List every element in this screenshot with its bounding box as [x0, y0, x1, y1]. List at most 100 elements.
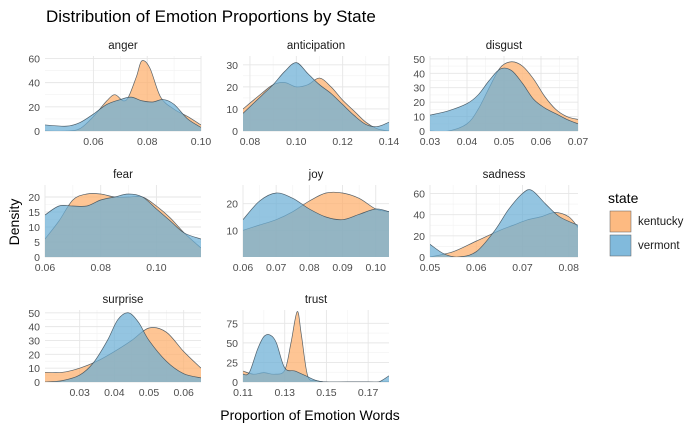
facet-disgust: disgust 0.03 0.04 0.05 0.06 0.07 0 10 20 30 40 50 [413, 40, 588, 148]
x-axis-title: Proportion of Emotion Words [220, 407, 400, 423]
y-tick-label: 10 [28, 363, 40, 375]
y-tick-label: 30 [28, 335, 40, 347]
density-area-vermont [45, 97, 201, 131]
x-tick-label: 0.06 [233, 262, 254, 274]
y-tick-label: 20 [28, 102, 40, 114]
y-tick-label: 0 [34, 252, 40, 264]
facet-label-fear: fear [113, 169, 133, 181]
y-tick-label: 50 [226, 338, 238, 350]
y-tick-label: 40 [28, 322, 40, 334]
x-tick-label: 0.05 [494, 136, 515, 148]
density-line-vermont [243, 62, 389, 128]
x-tick-label: 0.10 [366, 262, 387, 274]
density-areas [45, 193, 201, 257]
x-tick-label: 0.06 [35, 262, 56, 274]
y-tick-label: 0 [232, 126, 238, 138]
facet-label-sadness: sadness [483, 169, 526, 181]
density-line-vermont [45, 96, 201, 128]
facet-label-anticipation: anticipation [287, 40, 345, 52]
y-axis-title: Density [6, 199, 22, 246]
y-tick-label: 50 [28, 308, 40, 320]
y-tick-label: 20 [226, 82, 238, 94]
x-tick-label: 0.04 [457, 136, 478, 148]
x-tick-label: 0.17 [358, 387, 379, 399]
y-tick-label: 0 [34, 377, 40, 389]
density-areas [243, 191, 389, 257]
density-areas [430, 189, 578, 257]
x-tick-label: 0.06 [173, 387, 194, 399]
facet-label-anger: anger [108, 40, 138, 52]
x-tick-label: 0.03 [420, 136, 441, 148]
x-tick-label: 0.11 [233, 387, 253, 399]
density-area-vermont [243, 62, 389, 131]
x-tick-label: 0.07 [568, 136, 589, 148]
y-tick-label: 20 [28, 192, 40, 204]
y-tick-label: 40 [413, 210, 425, 222]
y-tick-label: 10 [413, 112, 425, 124]
density-line-vermont [45, 312, 201, 382]
y-tick-label: 25 [226, 357, 238, 369]
y-tick-label: 50 [413, 54, 425, 66]
facet-fear: fear 0.06 0.08 0.10 0 5 10 15 20 [28, 169, 201, 274]
x-tick-label: 0.03 [69, 387, 90, 399]
x-tick-label: 0.10 [146, 262, 167, 274]
x-tick-label: 0.10 [191, 136, 212, 148]
x-tick-label: 0.06 [83, 136, 104, 148]
y-tick-label: 75 [226, 318, 238, 330]
density-area-vermont [430, 68, 578, 131]
density-areas [243, 62, 389, 131]
facet-label-joy: joy [308, 169, 324, 181]
facet-label-surprise: surprise [103, 294, 144, 306]
legend-key-vermont [609, 234, 632, 257]
density-line-vermont [243, 334, 389, 382]
x-tick-label: 0.05 [420, 262, 441, 274]
x-tick-label: 0.15 [316, 387, 337, 399]
y-tick-label: 60 [413, 188, 425, 200]
density-area-vermont [243, 334, 389, 382]
x-tick-label: 0.05 [139, 387, 160, 399]
facet-joy: joy 0.06 0.07 0.08 0.09 0.10 10 20 [226, 169, 389, 274]
facet-anger: anger 0.06 0.08 0.10 0 20 40 60 [28, 40, 211, 148]
y-tick-label: 0 [232, 377, 238, 389]
y-tick-label: 20 [413, 97, 425, 109]
density-areas [243, 311, 389, 382]
y-tick-label: 10 [226, 104, 238, 116]
y-tick-label: 20 [226, 199, 238, 211]
x-tick-label: 0.08 [559, 262, 580, 274]
x-tick-label: 0.06 [466, 262, 487, 274]
density-areas [430, 61, 578, 131]
chart-title: Distribution of Emotion Proportions by S… [46, 7, 376, 26]
density-line-vermont [45, 193, 201, 240]
x-tick-label: 0.04 [104, 387, 125, 399]
x-tick-label: 0.08 [299, 262, 320, 274]
facet-sadness: sadness 0.05 0.06 0.07 0.08 0 20 40 60 [413, 169, 579, 274]
x-tick-label: 0.08 [240, 136, 261, 148]
legend-key-kentucky [609, 210, 632, 233]
y-tick-label: 60 [28, 53, 40, 65]
x-tick-label: 0.07 [512, 262, 533, 274]
y-tick-label: 0 [419, 252, 425, 264]
y-tick-label: 40 [28, 78, 40, 90]
x-tick-label: 0.08 [90, 262, 111, 274]
x-tick-label: 0.14 [379, 136, 400, 148]
facet-label-trust: trust [305, 294, 328, 306]
density-area-vermont [243, 192, 389, 257]
y-tick-label: 0 [419, 126, 425, 138]
legend-title: state [608, 190, 639, 206]
facet-panels: anger 0.06 0.08 0.10 0 20 40 60 anticipation 0.08… [28, 40, 588, 399]
x-tick-label: 0.07 [266, 262, 287, 274]
density-line-vermont [430, 189, 578, 257]
x-tick-label: 0.09 [332, 262, 353, 274]
x-tick-label: 0.12 [332, 136, 353, 148]
x-tick-label: 0.10 [286, 136, 307, 148]
x-tick-label: 0.08 [137, 136, 158, 148]
legend: state kentucky vermont [608, 190, 684, 257]
facet-label-disgust: disgust [486, 40, 523, 52]
x-tick-label: 0.13 [274, 387, 295, 399]
facet-anticipation: anticipation 0.08 0.10 0.12 0.14 0 10 20 30 [226, 40, 399, 148]
x-tick-label: 0.06 [531, 136, 552, 148]
density-line-vermont [243, 192, 389, 221]
y-tick-label: 20 [28, 349, 40, 361]
